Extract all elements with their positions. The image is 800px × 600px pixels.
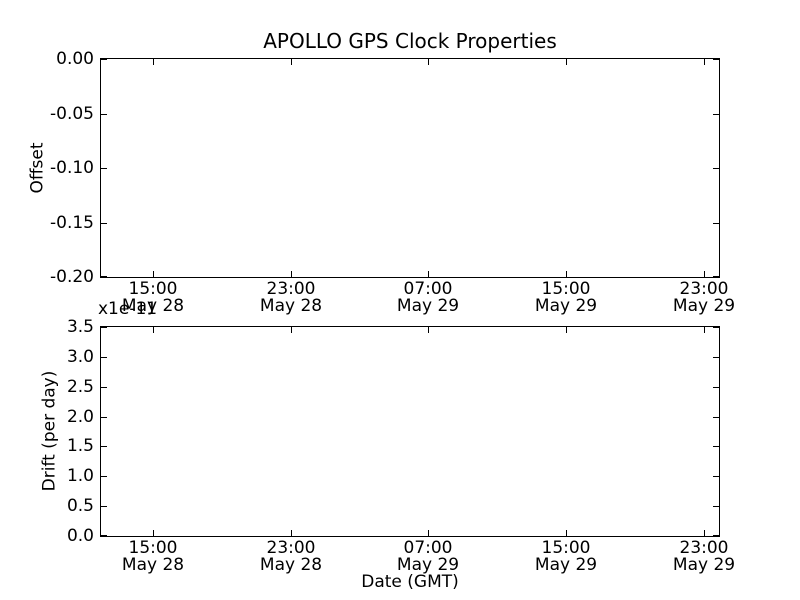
x-tick-mark-bottom bbox=[704, 271, 705, 277]
y-tick-label: -0.20 bbox=[50, 267, 94, 287]
y-tick-label: -0.15 bbox=[50, 213, 94, 233]
y-tick-label: -0.05 bbox=[50, 104, 94, 124]
y-tick-mark-right bbox=[713, 357, 719, 358]
x-tick-mark-top bbox=[291, 327, 292, 333]
x-tick-label: 23:00 May 28 bbox=[236, 281, 346, 315]
y-tick-mark-left bbox=[101, 168, 107, 169]
chart-title: APOLLO GPS Clock Properties bbox=[263, 29, 557, 53]
x-tick-date: May 28 bbox=[121, 296, 185, 316]
x-tick-date: May 29 bbox=[672, 296, 736, 316]
x-tick-label: 07:00 May 29 bbox=[373, 540, 483, 574]
y-tick-label: 3.5 bbox=[66, 317, 94, 337]
x-tick-label: 07:00 May 29 bbox=[373, 281, 483, 315]
y-tick-label: 0.5 bbox=[66, 496, 94, 516]
y-tick-mark-left bbox=[101, 387, 107, 388]
y-tick-mark-left bbox=[101, 506, 107, 507]
x-tick-time: 07:00 bbox=[403, 538, 453, 558]
x-tick-mark-top bbox=[704, 327, 705, 333]
x-tick-mark-top bbox=[428, 327, 429, 333]
x-tick-label: 15:00 May 28 bbox=[98, 281, 208, 315]
x-tick-date: May 29 bbox=[396, 555, 460, 575]
y-tick-label: 2.5 bbox=[66, 377, 94, 397]
x-tick-mark-bottom bbox=[428, 530, 429, 536]
y-tick-mark-right bbox=[713, 417, 719, 418]
x-tick-label: 23:00 May 29 bbox=[649, 540, 759, 574]
x-tick-mark-top bbox=[153, 59, 154, 65]
y-tick-mark-left bbox=[101, 114, 107, 115]
y-tick-mark-left bbox=[101, 327, 107, 328]
y-tick-label: 3.0 bbox=[66, 347, 94, 367]
x-tick-date: May 29 bbox=[672, 555, 736, 575]
y-tick-mark-right bbox=[713, 114, 719, 115]
y-tick-mark-left bbox=[101, 59, 107, 60]
y-tick-mark-left bbox=[101, 535, 107, 536]
y-tick-mark-left bbox=[101, 276, 107, 277]
y-tick-mark-right bbox=[713, 327, 719, 328]
x-tick-time: 23:00 bbox=[266, 538, 316, 558]
x-tick-mark-top bbox=[704, 59, 705, 65]
x-tick-time: 15:00 bbox=[128, 538, 178, 558]
x-tick-mark-top bbox=[291, 59, 292, 65]
y-tick-mark-right bbox=[713, 223, 719, 224]
x-tick-mark-top bbox=[428, 59, 429, 65]
x-tick-mark-bottom bbox=[153, 530, 154, 536]
x-tick-time: 15:00 bbox=[541, 538, 591, 558]
x-tick-label: 15:00 May 28 bbox=[98, 540, 208, 574]
y-tick-label: 2.0 bbox=[66, 407, 94, 427]
x-axis-label: Date (GMT) bbox=[361, 572, 459, 592]
y-tick-mark-right bbox=[713, 476, 719, 477]
y-tick-label: 1.5 bbox=[66, 436, 94, 456]
x-tick-label: 23:00 May 28 bbox=[236, 540, 346, 574]
x-tick-label: 15:00 May 29 bbox=[511, 540, 621, 574]
x-tick-mark-top bbox=[566, 59, 567, 65]
x-tick-time: 15:00 bbox=[541, 279, 591, 299]
y-tick-label: 0.0 bbox=[66, 526, 94, 546]
x-tick-mark-bottom bbox=[566, 271, 567, 277]
y-tick-mark-right bbox=[713, 506, 719, 507]
x-tick-mark-bottom bbox=[566, 530, 567, 536]
axes-drift-plot bbox=[100, 326, 720, 537]
x-tick-date: May 28 bbox=[259, 296, 323, 316]
y-tick-mark-left bbox=[101, 446, 107, 447]
x-tick-date: May 28 bbox=[121, 555, 185, 575]
x-tick-time: 23:00 bbox=[266, 279, 316, 299]
x-tick-date: May 29 bbox=[534, 555, 598, 575]
y-tick-mark-left bbox=[101, 223, 107, 224]
x-tick-date: May 29 bbox=[534, 296, 598, 316]
y-tick-mark-right bbox=[713, 535, 719, 536]
x-tick-mark-bottom bbox=[704, 530, 705, 536]
x-tick-time: 23:00 bbox=[679, 279, 729, 299]
x-tick-time: 23:00 bbox=[679, 538, 729, 558]
y-tick-mark-right bbox=[713, 387, 719, 388]
x-tick-mark-bottom bbox=[153, 271, 154, 277]
y-tick-mark-left bbox=[101, 357, 107, 358]
x-tick-mark-top bbox=[566, 327, 567, 333]
x-tick-date: May 28 bbox=[259, 555, 323, 575]
y-tick-label: -0.10 bbox=[50, 158, 94, 178]
x-tick-mark-bottom bbox=[291, 530, 292, 536]
x-tick-time: 15:00 bbox=[128, 279, 178, 299]
y-tick-label: 1.0 bbox=[66, 466, 94, 486]
y-axis-scale-offset-text: x1e-11 bbox=[98, 299, 158, 319]
y-tick-label: 0.00 bbox=[56, 49, 94, 69]
x-tick-mark-bottom bbox=[291, 271, 292, 277]
x-tick-date: May 29 bbox=[396, 296, 460, 316]
y-tick-mark-right bbox=[713, 276, 719, 277]
y-tick-mark-right bbox=[713, 446, 719, 447]
y-tick-mark-right bbox=[713, 168, 719, 169]
y-tick-mark-left bbox=[101, 476, 107, 477]
y-tick-mark-left bbox=[101, 417, 107, 418]
x-tick-mark-bottom bbox=[428, 271, 429, 277]
y-tick-mark-right bbox=[713, 59, 719, 60]
x-tick-label: 23:00 May 29 bbox=[649, 281, 759, 315]
x-tick-label: 15:00 May 29 bbox=[511, 281, 621, 315]
axes-offset-plot bbox=[100, 58, 720, 278]
x-tick-time: 07:00 bbox=[403, 279, 453, 299]
x-tick-mark-top bbox=[153, 327, 154, 333]
